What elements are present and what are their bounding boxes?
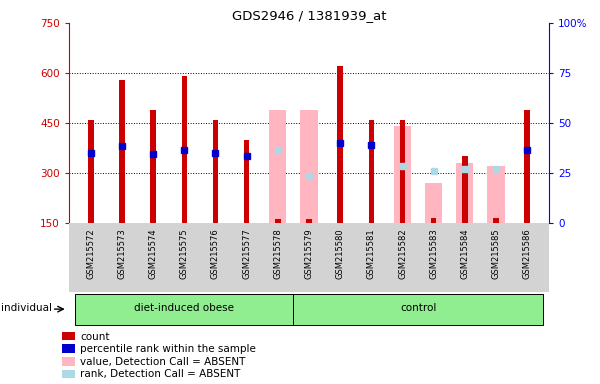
Text: GSM215577: GSM215577 xyxy=(242,228,251,279)
Bar xyxy=(275,219,281,223)
Bar xyxy=(306,219,312,223)
Text: GSM215574: GSM215574 xyxy=(149,228,158,279)
Text: GSM215573: GSM215573 xyxy=(118,228,127,279)
Bar xyxy=(88,119,94,223)
Bar xyxy=(244,139,250,223)
Bar xyxy=(524,109,530,223)
FancyBboxPatch shape xyxy=(75,293,293,325)
Text: GSM215581: GSM215581 xyxy=(367,228,376,279)
Text: GSM215580: GSM215580 xyxy=(335,228,344,279)
Text: individual: individual xyxy=(1,303,52,313)
Text: GSM215585: GSM215585 xyxy=(491,228,500,279)
Bar xyxy=(456,163,473,223)
Bar xyxy=(462,156,467,223)
Text: control: control xyxy=(400,303,436,313)
Bar xyxy=(269,109,286,223)
Bar xyxy=(337,66,343,223)
Bar xyxy=(301,109,317,223)
Bar xyxy=(487,166,505,223)
Text: GSM215578: GSM215578 xyxy=(274,228,283,279)
Text: GSM215583: GSM215583 xyxy=(429,228,438,279)
Bar xyxy=(368,119,374,223)
Text: GSM215586: GSM215586 xyxy=(523,228,532,279)
Bar xyxy=(431,218,436,223)
Legend: count, percentile rank within the sample, value, Detection Call = ABSENT, rank, : count, percentile rank within the sample… xyxy=(62,332,256,379)
Bar xyxy=(493,218,499,223)
Title: GDS2946 / 1381939_at: GDS2946 / 1381939_at xyxy=(232,9,386,22)
Bar xyxy=(212,119,218,223)
FancyBboxPatch shape xyxy=(293,293,543,325)
Bar xyxy=(182,76,187,223)
Bar xyxy=(151,109,156,223)
Bar xyxy=(394,126,411,223)
Text: GSM215572: GSM215572 xyxy=(86,228,95,279)
Text: GSM215582: GSM215582 xyxy=(398,228,407,279)
Bar xyxy=(119,79,125,223)
Text: GSM215584: GSM215584 xyxy=(460,228,469,279)
Bar xyxy=(400,119,406,223)
Text: GSM215575: GSM215575 xyxy=(180,228,189,279)
Bar xyxy=(425,183,442,223)
Text: GSM215576: GSM215576 xyxy=(211,228,220,279)
Text: diet-induced obese: diet-induced obese xyxy=(134,303,235,313)
Text: GSM215579: GSM215579 xyxy=(305,228,314,279)
